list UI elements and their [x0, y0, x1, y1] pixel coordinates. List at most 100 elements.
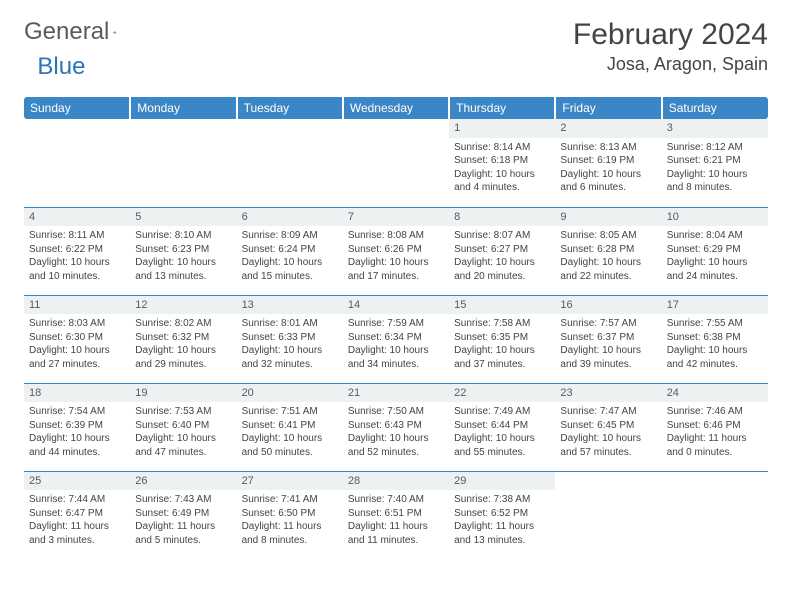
day-details: Sunrise: 8:11 AMSunset: 6:22 PMDaylight:… [29, 229, 125, 283]
month-title: February 2024 [573, 18, 768, 52]
day-number: 2 [555, 119, 661, 138]
calendar-cell: 3 Sunrise: 8:12 AMSunset: 6:21 PMDaylight… [662, 119, 768, 207]
day-header: Monday [130, 97, 236, 119]
day-details: Sunrise: 8:13 AMSunset: 6:19 PMDaylight:… [560, 141, 656, 195]
day-number: 14 [343, 296, 449, 315]
day-details: Sunrise: 8:10 AMSunset: 6:23 PMDaylight:… [135, 229, 231, 283]
day-details: Sunrise: 7:49 AMSunset: 6:44 PMDaylight:… [454, 405, 550, 459]
calendar-cell: 29 Sunrise: 7:38 AMSunset: 6:52 PMDayligh… [449, 471, 555, 559]
calendar-cell: 11Sunrise: 8:03 AMSunset: 6:30 PMDayligh… [24, 295, 130, 383]
day-details: Sunrise: 7:51 AMSunset: 6:41 PMDaylight:… [242, 405, 338, 459]
day-header: Saturday [662, 97, 768, 119]
calendar-cell: 18Sunrise: 7:54 AMSunset: 6:39 PMDayligh… [24, 383, 130, 471]
day-details: Sunrise: 7:59 AMSunset: 6:34 PMDaylight:… [348, 317, 444, 371]
logo: General [24, 18, 137, 46]
calendar-cell [343, 119, 449, 207]
calendar-cell: 8 Sunrise: 8:07 AMSunset: 6:27 PMDaylight… [449, 207, 555, 295]
day-number: 10 [662, 208, 768, 227]
day-details: Sunrise: 7:46 AMSunset: 6:46 PMDaylight:… [667, 405, 763, 459]
calendar-cell: 16 Sunrise: 7:57 AMSunset: 6:37 PMDayligh… [555, 295, 661, 383]
day-details: Sunrise: 8:01 AMSunset: 6:33 PMDaylight:… [242, 317, 338, 371]
day-number: 21 [343, 384, 449, 403]
day-details: Sunrise: 7:47 AMSunset: 6:45 PMDaylight:… [560, 405, 656, 459]
calendar-cell: 10 Sunrise: 8:04 AMSunset: 6:29 PMDayligh… [662, 207, 768, 295]
day-number: 8 [449, 208, 555, 227]
calendar-cell: 21 Sunrise: 7:50 AMSunset: 6:43 PMDayligh… [343, 383, 449, 471]
day-details: Sunrise: 7:50 AMSunset: 6:43 PMDaylight:… [348, 405, 444, 459]
calendar-cell: 15Sunrise: 7:58 AMSunset: 6:35 PMDayligh… [449, 295, 555, 383]
day-number: 29 [449, 472, 555, 491]
day-details: Sunrise: 7:38 AMSunset: 6:52 PMDaylight:… [454, 493, 550, 547]
day-number: 25 [24, 472, 130, 491]
calendar-cell: 27 Sunrise: 7:41 AMSunset: 6:50 PMDayligh… [237, 471, 343, 559]
day-details: Sunrise: 8:07 AMSunset: 6:27 PMDaylight:… [454, 229, 550, 283]
calendar-cell: 1 Sunrise: 8:14 AMSunset: 6:18 PMDaylight… [449, 119, 555, 207]
calendar-cell: 12 Sunrise: 8:02 AMSunset: 6:32 PMDayligh… [130, 295, 236, 383]
calendar-cell: 7Sunrise: 8:08 AMSunset: 6:26 PMDaylight… [343, 207, 449, 295]
calendar-cell [130, 119, 236, 207]
day-details: Sunrise: 7:57 AMSunset: 6:37 PMDaylight:… [560, 317, 656, 371]
calendar-cell: 5 Sunrise: 8:10 AMSunset: 6:23 PMDaylight… [130, 207, 236, 295]
day-header: Friday [555, 97, 661, 119]
calendar-cell: 22 Sunrise: 7:49 AMSunset: 6:44 PMDayligh… [449, 383, 555, 471]
calendar-week: 11Sunrise: 8:03 AMSunset: 6:30 PMDayligh… [24, 295, 768, 383]
calendar-cell: 19 Sunrise: 7:53 AMSunset: 6:40 PMDayligh… [130, 383, 236, 471]
calendar-cell [24, 119, 130, 207]
day-number: 16 [555, 296, 661, 315]
calendar-body: 1 Sunrise: 8:14 AMSunset: 6:18 PMDaylight… [24, 119, 768, 559]
calendar-week: 1 Sunrise: 8:14 AMSunset: 6:18 PMDaylight… [24, 119, 768, 207]
calendar-cell: 2 Sunrise: 8:13 AMSunset: 6:19 PMDaylight… [555, 119, 661, 207]
calendar-week: 18Sunrise: 7:54 AMSunset: 6:39 PMDayligh… [24, 383, 768, 471]
day-number: 18 [24, 384, 130, 403]
day-number: 7 [343, 208, 449, 227]
calendar-cell [237, 119, 343, 207]
day-number: 27 [237, 472, 343, 491]
day-number: 24 [662, 384, 768, 403]
day-details: Sunrise: 8:09 AMSunset: 6:24 PMDaylight:… [242, 229, 338, 283]
calendar-cell: 14 Sunrise: 7:59 AMSunset: 6:34 PMDayligh… [343, 295, 449, 383]
logo-text-blue: Blue [37, 53, 85, 81]
day-number: 26 [130, 472, 236, 491]
day-header: Sunday [24, 97, 130, 119]
day-number: 23 [555, 384, 661, 403]
day-number: 28 [343, 472, 449, 491]
day-number: 3 [662, 119, 768, 138]
logo-text-general: General [24, 18, 109, 46]
calendar-cell [662, 471, 768, 559]
calendar-cell: 4 Sunrise: 8:11 AMSunset: 6:22 PMDaylight… [24, 207, 130, 295]
day-details: Sunrise: 8:02 AMSunset: 6:32 PMDaylight:… [135, 317, 231, 371]
calendar-cell: 6Sunrise: 8:09 AMSunset: 6:24 PMDaylight… [237, 207, 343, 295]
calendar-cell [555, 471, 661, 559]
calendar-cell: 25 Sunrise: 7:44 AMSunset: 6:47 PMDayligh… [24, 471, 130, 559]
day-number: 9 [555, 208, 661, 227]
day-number: 5 [130, 208, 236, 227]
calendar-cell: 26 Sunrise: 7:43 AMSunset: 6:49 PMDayligh… [130, 471, 236, 559]
day-details: Sunrise: 7:55 AMSunset: 6:38 PMDaylight:… [667, 317, 763, 371]
day-number: 15 [449, 296, 555, 315]
calendar-week: 4 Sunrise: 8:11 AMSunset: 6:22 PMDaylight… [24, 207, 768, 295]
day-details: Sunrise: 8:12 AMSunset: 6:21 PMDaylight:… [667, 141, 763, 195]
day-details: Sunrise: 7:43 AMSunset: 6:49 PMDaylight:… [135, 493, 231, 547]
day-number: 19 [130, 384, 236, 403]
calendar-head: SundayMondayTuesdayWednesdayThursdayFrid… [24, 97, 768, 119]
calendar-cell: 28 Sunrise: 7:40 AMSunset: 6:51 PMDayligh… [343, 471, 449, 559]
day-number: 1 [449, 119, 555, 138]
location: Josa, Aragon, Spain [573, 54, 768, 75]
day-number: 11 [24, 296, 130, 315]
day-number: 12 [130, 296, 236, 315]
day-details: Sunrise: 7:41 AMSunset: 6:50 PMDaylight:… [242, 493, 338, 547]
day-number: 17 [662, 296, 768, 315]
day-details: Sunrise: 8:14 AMSunset: 6:18 PMDaylight:… [454, 141, 550, 195]
day-number: 22 [449, 384, 555, 403]
day-details: Sunrise: 7:53 AMSunset: 6:40 PMDaylight:… [135, 405, 231, 459]
day-header: Thursday [449, 97, 555, 119]
day-number: 13 [237, 296, 343, 315]
calendar-table: SundayMondayTuesdayWednesdayThursdayFrid… [24, 97, 768, 559]
day-details: Sunrise: 7:44 AMSunset: 6:47 PMDaylight:… [29, 493, 125, 547]
calendar-cell: 20Sunrise: 7:51 AMSunset: 6:41 PMDayligh… [237, 383, 343, 471]
day-number: 4 [24, 208, 130, 227]
logo-sail-icon [113, 22, 117, 42]
day-details: Sunrise: 7:40 AMSunset: 6:51 PMDaylight:… [348, 493, 444, 547]
calendar-cell: 24 Sunrise: 7:46 AMSunset: 6:46 PMDayligh… [662, 383, 768, 471]
day-details: Sunrise: 8:04 AMSunset: 6:29 PMDaylight:… [667, 229, 763, 283]
